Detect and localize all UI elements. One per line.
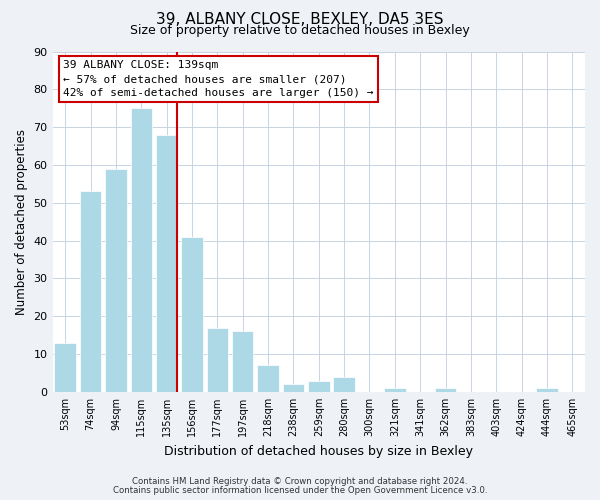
Text: 39 ALBANY CLOSE: 139sqm
← 57% of detached houses are smaller (207)
42% of semi-d: 39 ALBANY CLOSE: 139sqm ← 57% of detache…	[63, 60, 374, 98]
Text: Size of property relative to detached houses in Bexley: Size of property relative to detached ho…	[130, 24, 470, 37]
Bar	[384, 388, 406, 392]
Text: Contains public sector information licensed under the Open Government Licence v3: Contains public sector information licen…	[113, 486, 487, 495]
Text: Contains HM Land Registry data © Crown copyright and database right 2024.: Contains HM Land Registry data © Crown c…	[132, 477, 468, 486]
Bar	[131, 108, 152, 392]
Text: 39, ALBANY CLOSE, BEXLEY, DA5 3ES: 39, ALBANY CLOSE, BEXLEY, DA5 3ES	[156, 12, 444, 28]
Bar	[181, 237, 203, 392]
Bar	[308, 380, 329, 392]
Bar	[55, 343, 76, 392]
Bar	[105, 169, 127, 392]
Bar	[536, 388, 558, 392]
Y-axis label: Number of detached properties: Number of detached properties	[15, 128, 28, 314]
Bar	[80, 192, 101, 392]
Bar	[435, 388, 457, 392]
Bar	[257, 366, 279, 392]
Bar	[283, 384, 304, 392]
X-axis label: Distribution of detached houses by size in Bexley: Distribution of detached houses by size …	[164, 444, 473, 458]
Bar	[334, 377, 355, 392]
Bar	[232, 332, 253, 392]
Bar	[156, 134, 178, 392]
Bar	[206, 328, 228, 392]
